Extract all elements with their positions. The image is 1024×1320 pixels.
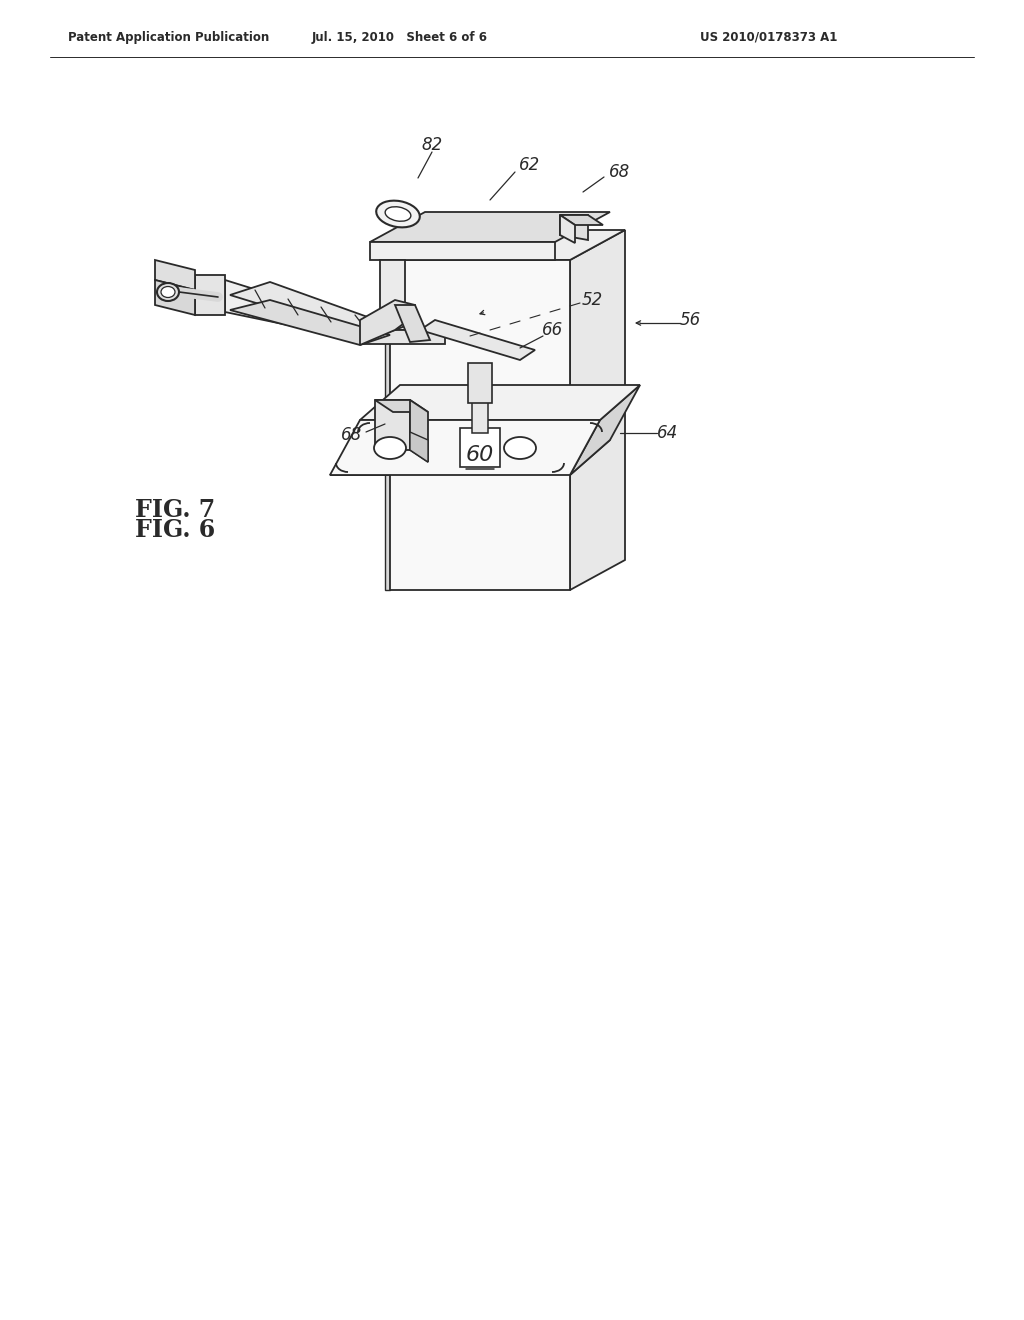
- Ellipse shape: [504, 437, 536, 459]
- Ellipse shape: [157, 282, 179, 301]
- Text: 52: 52: [582, 290, 603, 309]
- Polygon shape: [360, 385, 640, 420]
- Polygon shape: [225, 280, 420, 341]
- Text: Jul. 15, 2010   Sheet 6 of 6: Jul. 15, 2010 Sheet 6 of 6: [312, 30, 488, 44]
- Text: 66: 66: [543, 321, 563, 339]
- Polygon shape: [230, 300, 390, 345]
- Polygon shape: [330, 420, 600, 475]
- Polygon shape: [560, 215, 575, 243]
- Polygon shape: [472, 399, 488, 433]
- Text: 64: 64: [657, 424, 679, 442]
- Ellipse shape: [374, 437, 406, 459]
- Text: Patent Application Publication: Patent Application Publication: [68, 30, 269, 44]
- Polygon shape: [375, 400, 410, 450]
- Polygon shape: [395, 305, 430, 342]
- Polygon shape: [560, 215, 603, 224]
- Polygon shape: [410, 400, 428, 462]
- Text: FIG. 6: FIG. 6: [135, 517, 215, 543]
- Text: FIG. 7: FIG. 7: [135, 498, 215, 521]
- Polygon shape: [330, 440, 610, 475]
- Polygon shape: [360, 300, 415, 345]
- Polygon shape: [468, 363, 492, 403]
- Polygon shape: [570, 230, 625, 590]
- Polygon shape: [390, 230, 625, 260]
- Text: 82: 82: [421, 136, 442, 154]
- Polygon shape: [380, 260, 406, 330]
- Text: 60: 60: [466, 445, 495, 465]
- Polygon shape: [370, 242, 555, 260]
- Polygon shape: [410, 432, 428, 462]
- Polygon shape: [195, 275, 225, 315]
- Text: 56: 56: [679, 312, 700, 329]
- Text: 62: 62: [519, 156, 541, 174]
- Polygon shape: [230, 282, 390, 335]
- Polygon shape: [155, 280, 195, 315]
- Polygon shape: [385, 260, 390, 590]
- Polygon shape: [155, 260, 195, 290]
- Polygon shape: [360, 330, 445, 345]
- Polygon shape: [560, 215, 588, 240]
- Polygon shape: [570, 385, 640, 475]
- Text: 68: 68: [609, 162, 631, 181]
- Polygon shape: [460, 428, 500, 467]
- Ellipse shape: [161, 286, 175, 297]
- Polygon shape: [375, 400, 428, 412]
- Polygon shape: [370, 213, 610, 242]
- Polygon shape: [420, 319, 535, 360]
- Text: US 2010/0178373 A1: US 2010/0178373 A1: [700, 30, 838, 44]
- Text: 68: 68: [341, 426, 362, 444]
- Ellipse shape: [376, 201, 420, 227]
- Ellipse shape: [385, 207, 411, 222]
- Polygon shape: [390, 260, 570, 590]
